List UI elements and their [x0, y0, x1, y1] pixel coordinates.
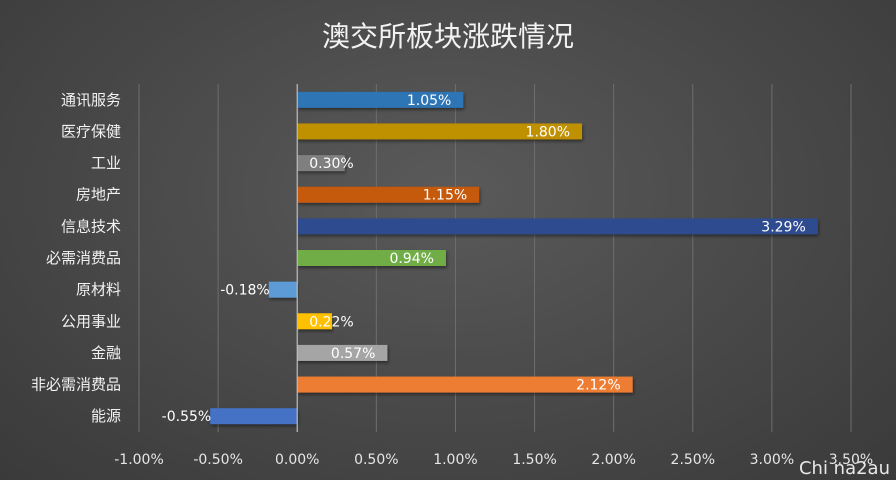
data-label: 0.94%: [389, 251, 433, 267]
value-labels: 1.05% 1.80% 0.30% 1.15% 3.29% 0.94% -0.18% 0.22…: [162, 93, 806, 425]
x-tick-label: 3.50%: [829, 452, 873, 468]
category-label: 金融: [91, 344, 121, 362]
x-tick-label: 0.00%: [275, 452, 319, 468]
data-label: 1.80%: [526, 124, 570, 140]
x-tick-label: 1.00%: [433, 452, 477, 468]
category-label: 能源: [91, 407, 121, 425]
x-tick-label: 0.50%: [354, 452, 398, 468]
category-label: 原材料: [76, 281, 121, 299]
bar: [297, 218, 818, 235]
x-tick-label: 2.50%: [671, 452, 715, 468]
data-label: -0.18%: [220, 283, 270, 299]
category-label: 非必需消费品: [31, 376, 121, 394]
data-label: 0.22%: [309, 314, 353, 330]
x-tick-labels: -1.00% -0.50% 0.00% 0.50% 1.00% 1.50% 2.00% 2.5…: [114, 452, 873, 468]
x-tick-label: -0.50%: [193, 452, 243, 468]
bars: [210, 91, 818, 425]
category-label: 必需消费品: [46, 249, 121, 267]
category-label: 工业: [91, 154, 121, 172]
bar: [268, 281, 298, 298]
data-label: 1.15%: [423, 188, 467, 204]
bar: [297, 91, 464, 108]
data-label: 2.12%: [576, 378, 620, 394]
watermark-text: Chi na2au: [799, 458, 890, 479]
x-tick-label: -1.00%: [114, 452, 164, 468]
data-label: 3.29%: [761, 219, 805, 235]
x-tick-label: 2.00%: [591, 452, 635, 468]
bar: [297, 123, 583, 140]
bar: [297, 313, 333, 330]
category-label: 信息技术: [61, 217, 121, 235]
gridlines: [138, 84, 852, 432]
data-label: -0.55%: [162, 409, 212, 425]
bar: [297, 250, 446, 266]
bar: [297, 186, 480, 203]
bar: [297, 155, 345, 172]
bar: [297, 344, 388, 361]
x-tick-label: 3.00%: [750, 452, 794, 468]
data-label: 0.30%: [309, 156, 353, 172]
category-label: 房地产: [76, 186, 121, 204]
data-label: 1.05%: [407, 93, 451, 109]
bar: [210, 408, 298, 425]
bar: [297, 376, 633, 393]
x-tick-label: 1.50%: [512, 452, 556, 468]
category-label: 通讯服务: [61, 91, 121, 109]
data-label: 0.57%: [331, 346, 375, 362]
category-label: 医疗保健: [61, 122, 121, 140]
category-label: 公用事业: [61, 312, 121, 330]
chart-title: 澳交所板块涨跌情况: [322, 20, 574, 53]
